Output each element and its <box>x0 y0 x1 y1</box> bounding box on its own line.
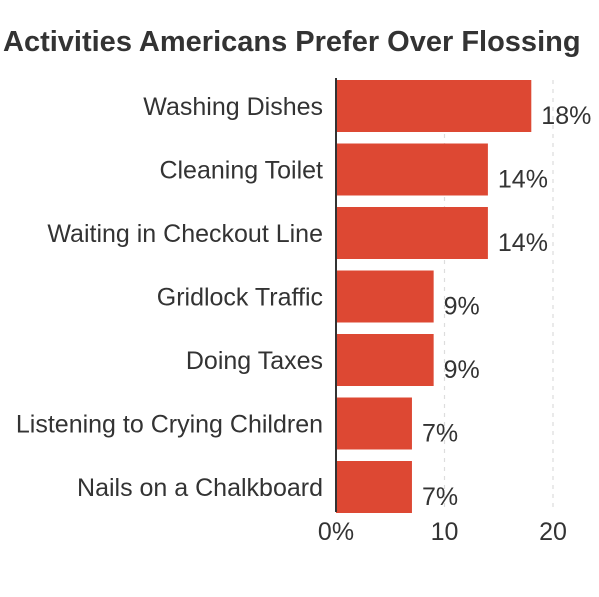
x-tick-label-0: 0% <box>318 518 354 546</box>
value-label-5: 7% <box>422 420 458 448</box>
bar-6 <box>336 461 412 513</box>
chart-title: Activities Americans Prefer Over Flossin… <box>3 26 581 58</box>
bar-0 <box>336 80 532 132</box>
category-label-2: Waiting in Checkout Line <box>47 220 323 248</box>
category-label-0: Washing Dishes <box>143 93 323 121</box>
x-tick-labels: 0% 10 20 <box>318 518 567 546</box>
value-label-4: 9% <box>444 356 480 384</box>
bar-4 <box>336 334 434 386</box>
category-label-6: Nails on a Chalkboard <box>77 474 323 502</box>
bars-layer <box>336 80 532 513</box>
category-label-5: Listening to Crying Children <box>16 411 323 439</box>
bar-3 <box>336 270 434 323</box>
value-label-3: 9% <box>444 293 480 321</box>
value-labels: 18% 14% 14% 9% 9% 7% 7% <box>422 102 591 511</box>
bar-5 <box>336 397 412 450</box>
bar-2 <box>336 207 488 259</box>
category-label-4: Doing Taxes <box>186 347 323 375</box>
value-label-1: 14% <box>498 166 548 194</box>
category-labels: Washing Dishes Cleaning Toilet Waiting in … <box>16 93 323 502</box>
value-label-2: 14% <box>498 229 548 257</box>
bar-1 <box>336 143 488 196</box>
category-label-3: Gridlock Traffic <box>157 284 323 312</box>
value-label-6: 7% <box>422 483 458 511</box>
category-label-1: Cleaning Toilet <box>159 157 323 185</box>
x-tick-label-10: 10 <box>431 518 459 546</box>
x-tick-label-20: 20 <box>539 518 567 546</box>
value-label-0: 18% <box>541 102 591 130</box>
